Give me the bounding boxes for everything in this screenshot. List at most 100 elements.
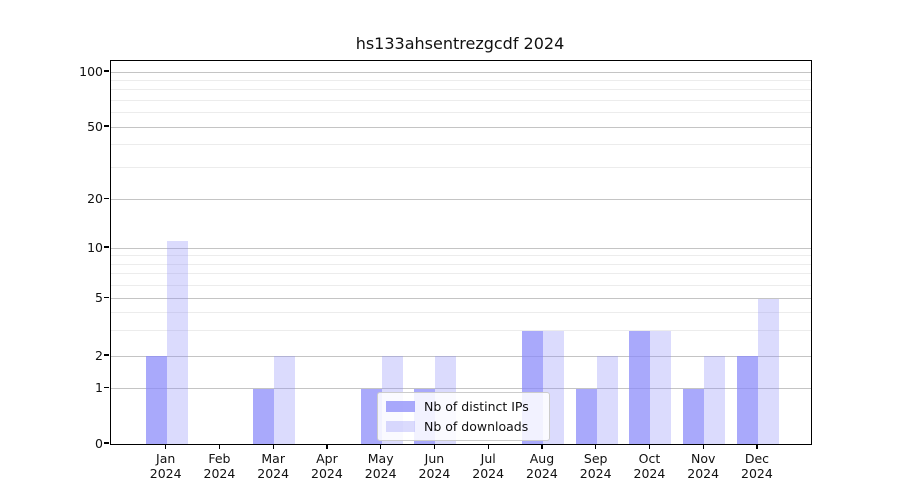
minor-gridline: [111, 99, 811, 101]
bar-distinct-ips: [253, 388, 275, 444]
y-tick-label: 20: [87, 191, 103, 206]
y-tick-label: 2: [95, 347, 103, 363]
x-tick-mark: [433, 444, 436, 449]
legend-swatch-icon: [386, 401, 415, 412]
bar-downloads: [704, 356, 726, 444]
minor-gridline: [111, 255, 811, 257]
y-tick-mark: [104, 70, 109, 72]
y-tick-mark: [104, 354, 109, 356]
x-tick-mark: [595, 444, 597, 449]
y-tick-mark: [104, 442, 109, 444]
bar-downloads: [166, 241, 188, 444]
x-tick-label-line: Dec: [744, 451, 770, 466]
y-tick-mark: [104, 197, 109, 200]
minor-gridline: [111, 330, 811, 332]
y-tick-mark: [104, 125, 109, 127]
bar-downloads: [650, 330, 672, 444]
x-tick-label: Jan 2024: [138, 451, 194, 481]
x-tick-mark: [487, 444, 489, 449]
x-tick-label: Oct 2024: [621, 451, 677, 481]
legend-label: Nb of distinct IPs: [424, 399, 529, 414]
x-tick-label-line: Jan: [156, 451, 176, 466]
x-tick-label-line: 2024: [633, 466, 666, 481]
x-tick-label-line: Mar: [261, 451, 285, 466]
minor-gridline: [111, 263, 811, 265]
x-tick-label-line: Jun: [424, 451, 445, 466]
x-tick-mark: [218, 444, 221, 449]
x-tick-label: Apr 2024: [299, 451, 355, 481]
minor-gridline: [111, 89, 811, 91]
x-tick-label-line: 2024: [579, 466, 612, 481]
x-tick-label-line: 2024: [741, 466, 773, 481]
y-tick-label: 50: [87, 118, 103, 134]
minor-gridline: [111, 144, 811, 146]
x-tick-mark: [272, 444, 274, 449]
x-tick-label-line: 2024: [364, 466, 397, 481]
bar-distinct-ips: [736, 356, 758, 444]
x-tick-label-line: Jul: [480, 451, 496, 466]
chart-title: hs133ahsentrezgcdf 2024: [355, 34, 565, 53]
minor-gridline: [111, 273, 811, 275]
x-tick-label: Jun 2024: [406, 451, 462, 481]
x-tick-label-line: May: [367, 451, 394, 466]
x-tick-label-line: Oct: [638, 451, 661, 466]
x-tick-label-line: Feb: [208, 451, 231, 466]
x-tick-mark: [380, 444, 382, 449]
x-tick-mark: [326, 444, 328, 449]
legend-swatch-icon: [386, 421, 415, 432]
x-tick-label-line: 2024: [149, 466, 182, 481]
y-tick-label: 0: [95, 435, 103, 451]
x-tick-mark: [702, 444, 704, 449]
x-tick-label: Aug 2024: [514, 451, 570, 481]
x-tick-mark: [541, 444, 543, 449]
x-tick-label-line: 2024: [418, 466, 451, 481]
plot-area: Nb of distinct IPs Nb of downloads: [110, 60, 812, 445]
x-tick-label: Feb 2024: [191, 451, 247, 481]
x-tick-label-line: 2024: [257, 466, 290, 481]
bar-distinct-ips: [360, 388, 382, 444]
bar-distinct-ips: [629, 330, 651, 444]
minor-gridline: [111, 166, 811, 168]
bar-distinct-ips: [575, 388, 597, 444]
bar-distinct-ips: [683, 388, 705, 444]
bar-distinct-ips: [145, 356, 167, 444]
major-gridline: [111, 355, 811, 357]
bar-downloads: [274, 356, 296, 444]
x-tick-label: May 2024: [353, 451, 409, 481]
major-gridline: [111, 247, 811, 249]
minor-gridline: [111, 284, 811, 286]
legend: Nb of distinct IPs Nb of downloads: [377, 392, 550, 441]
y-tick-mark: [104, 296, 109, 299]
minor-gridline: [111, 112, 811, 114]
bar-downloads: [757, 298, 779, 444]
x-tick-label-line: 2024: [687, 466, 720, 481]
x-tick-label: Mar 2024: [245, 451, 301, 481]
x-tick-label: Nov 2024: [675, 451, 731, 481]
x-tick-label: Sep 2024: [568, 451, 624, 481]
major-gridline: [111, 298, 811, 299]
x-tick-label-line: 2024: [311, 466, 343, 481]
x-tick-label-line: 2024: [203, 466, 236, 481]
y-tick-mark: [104, 386, 109, 389]
x-tick-mark: [756, 444, 758, 449]
x-tick-label: Dec 2024: [729, 451, 785, 481]
legend-entry-downloads: Nb of downloads: [386, 419, 541, 434]
x-tick-label-line: Nov: [690, 451, 716, 466]
x-tick-label-line: Aug: [529, 451, 555, 466]
x-tick-mark: [165, 444, 167, 449]
major-gridline: [111, 126, 811, 128]
x-tick-mark: [648, 444, 651, 449]
major-gridline: [111, 388, 811, 389]
y-tick-mark: [104, 246, 109, 248]
y-tick-label: 10: [87, 239, 103, 255]
minor-gridline: [111, 312, 811, 313]
x-tick-label-line: 2024: [526, 466, 558, 481]
y-tick-label: 100: [79, 63, 103, 79]
x-tick-label-line: Sep: [583, 451, 608, 466]
y-tick-label: 5: [95, 290, 103, 305]
x-tick-label: Jul 2024: [460, 451, 516, 481]
major-gridline: [111, 199, 811, 200]
legend-entry-distinct-ips: Nb of distinct IPs: [386, 399, 541, 414]
x-tick-label-line: 2024: [472, 466, 505, 481]
major-gridline: [111, 71, 811, 73]
